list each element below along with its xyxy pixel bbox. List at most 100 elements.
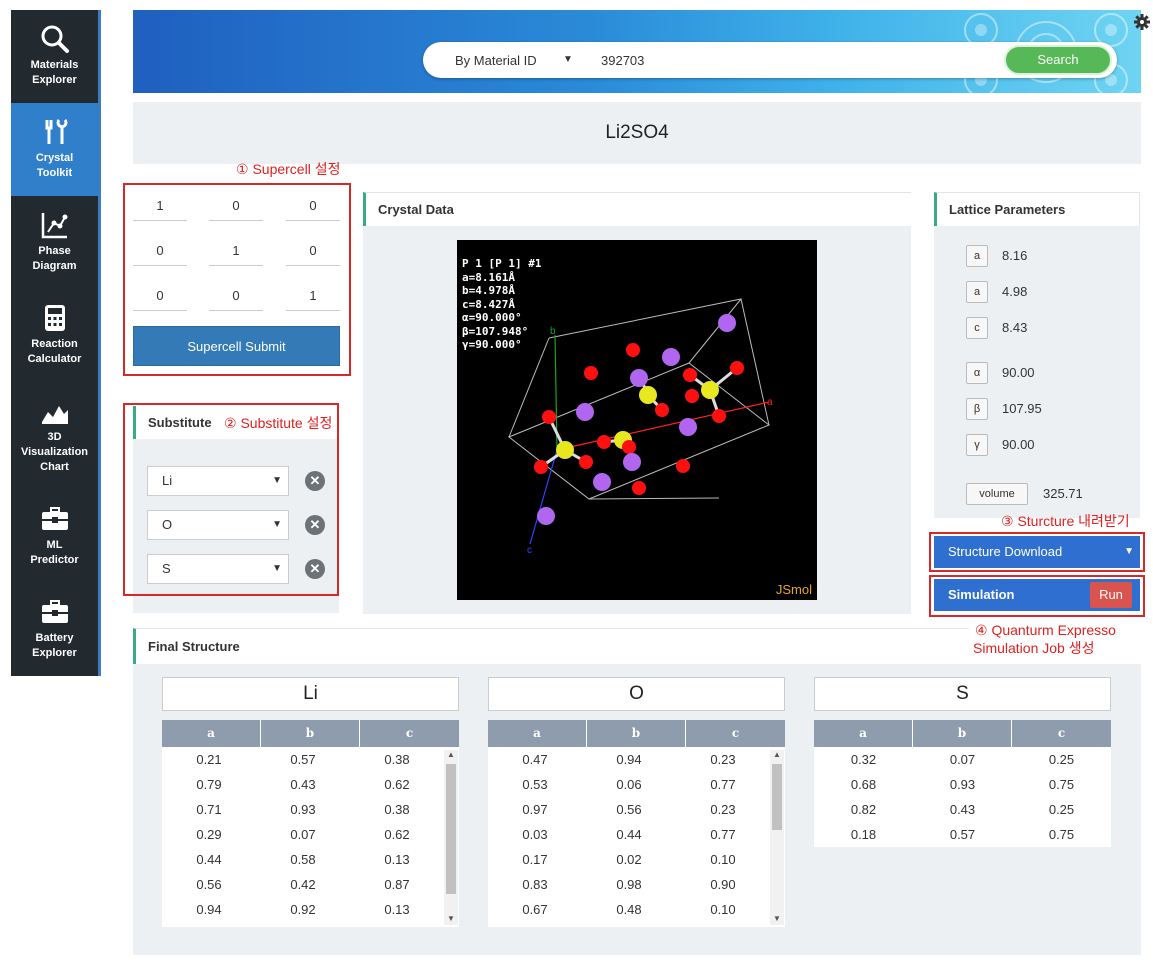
matrix-cell[interactable]: 1 [286,281,340,311]
scroll-up-icon[interactable]: ▲ [773,750,781,759]
matrix-cell[interactable]: 1 [133,191,187,221]
cell: 0.03 [522,827,548,842]
sidebar-item-label: Battery [35,632,74,644]
matrix-cell[interactable]: 0 [286,236,340,266]
lattice-b-label[interactable]: a [966,281,988,303]
lattice-a-value: 8.16 [1002,248,1028,263]
cell: 0.82 [850,802,877,817]
sidebar-item-label: Materials [30,59,79,71]
scrollbar-thumb[interactable] [772,764,782,830]
cell: 0.87 [384,877,410,892]
matrix-cell[interactable]: 0 [133,281,187,311]
lattice-gamma-label[interactable]: γ [966,434,988,456]
column-header-a[interactable]: a [162,720,261,747]
volume-label[interactable]: volume [966,483,1028,505]
search-bar: By Material ID ▼ Search [423,42,1117,78]
cell: 0.77 [710,827,736,842]
annotation-supercell: ① Supercell 설정 [236,161,341,177]
element-title-li: Li [162,677,459,711]
caret-down-icon[interactable]: ▼ [563,54,573,65]
search-mode-select[interactable]: By Material ID [455,53,537,68]
volume-value: 325.71 [1043,486,1083,501]
cell: 0.71 [196,802,222,817]
scrollbar-li[interactable]: ▲ ▼ [444,750,458,925]
sidebar-item-label: Predictor [30,554,79,566]
gear-icon[interactable] [1133,13,1151,31]
scroll-up-icon[interactable]: ▲ [447,750,455,759]
lattice-a-label[interactable]: a [966,245,988,267]
lattice-panel-body [934,226,1140,518]
cell: 0.97 [522,802,548,817]
cell: 0.93 [290,802,316,817]
scrollbar-thumb[interactable] [446,764,456,894]
toolbox-icon [41,600,68,623]
cell: 0.83 [522,877,548,892]
sidebar-item-label: Crystal [35,152,74,164]
cell: 0.44 [616,827,642,842]
cell: 0.25 [1048,802,1075,817]
column-header-c[interactable]: c [731,726,740,740]
substitute-select-o[interactable]: O ▼ [147,510,289,540]
substitute-select-li[interactable]: Li ▼ [147,466,289,496]
scroll-down-icon[interactable]: ▼ [773,914,781,923]
lattice-alpha-label[interactable]: α [966,362,988,384]
annotation-box-substitute [123,403,339,596]
run-button[interactable]: Run [1090,582,1132,608]
cell: 0.07 [290,827,316,842]
remove-li-button[interactable]: ✕ [305,471,325,491]
column-header-a[interactable]: a [488,720,587,747]
search-button[interactable]: Search [1004,45,1112,75]
sidebar-item-label: Reaction [31,338,78,350]
lattice-beta-value: 107.95 [1002,401,1042,416]
cell: 0.17 [522,852,548,867]
cell: 0.57 [290,752,316,767]
lattice-beta-label[interactable]: β [966,398,988,420]
column-header-a[interactable]: a [814,720,913,747]
lattice-c-label[interactable]: c [966,317,988,339]
matrix-cell[interactable]: 0 [209,191,263,221]
matrix-cell[interactable]: 0 [209,281,263,311]
cell: 0.68 [850,777,877,792]
matrix-cell[interactable]: 1 [209,236,263,266]
cell: 0.56 [616,802,642,817]
sidebar-item-materials-explorer[interactable]: Materials Explorer [11,10,98,103]
column-header-b[interactable]: b [587,720,686,747]
lattice-gamma-value: 90.00 [1002,437,1035,452]
sidebar-item-battery-explorer[interactable]: Battery Explorer [11,583,98,676]
cell: 0.07 [949,752,976,767]
lattice-c-value: 8.43 [1002,320,1028,335]
caret-down-icon: ▼ [272,475,282,486]
column-header-c[interactable]: c [405,726,414,740]
scroll-down-icon[interactable]: ▼ [447,914,455,923]
sidebar-item-label: 3D [47,431,62,443]
sidebar-item-crystal-toolkit[interactable]: Crystal Toolkit [11,103,98,196]
column-header-c[interactable]: c [1057,726,1066,740]
cell: 0.94 [616,752,642,767]
cell: 0.42 [290,877,316,892]
annotation-substitute: ② Substitute 설정 [224,415,333,431]
table-body-s: 0.32 0.07 0.25 0.68 0.93 0.75 0.82 0.43 0.25 0… [814,747,1111,847]
annotation-structure: ③ Sturcture 내려받기 [1001,513,1130,529]
scrollbar-o[interactable]: ▲ ▼ [770,750,784,925]
cell: 0.47 [522,752,548,767]
lattice-panel-title: Lattice Parameters [934,192,1140,226]
remove-o-button[interactable]: ✕ [305,515,325,535]
sidebar-item-label: Phase [38,245,71,257]
matrix-cell[interactable]: 0 [286,191,340,221]
remove-s-button[interactable]: ✕ [305,559,325,579]
sidebar-item-ml-predictor[interactable]: ML Predictor [11,490,98,583]
column-header-b[interactable]: b [261,720,360,747]
sidebar-item-reaction-calculator[interactable]: Reaction Calculator [11,289,98,382]
annotation-box-supercell [123,183,351,376]
matrix-cell[interactable]: 0 [133,236,187,266]
supercell-submit-button[interactable]: Supercell Submit [133,326,340,366]
column-header-b[interactable]: b [913,720,1012,747]
search-input[interactable] [601,51,981,69]
jsmol-viewer[interactable]: P 1 [P 1] #1 a=8.161Å b=4.978Å c=8.427Å … [457,240,817,600]
substitute-select-s[interactable]: S ▼ [147,554,289,584]
sidebar-item-3d-visualization-chart[interactable]: 3D Visualization Chart [11,382,98,475]
cell: 0.77 [710,777,736,792]
sidebar-item-phase-diagram[interactable]: Phase Diagram [11,196,98,289]
calculator-icon [44,305,65,331]
structure-download-button[interactable]: Structure Download ▼ [934,536,1140,568]
